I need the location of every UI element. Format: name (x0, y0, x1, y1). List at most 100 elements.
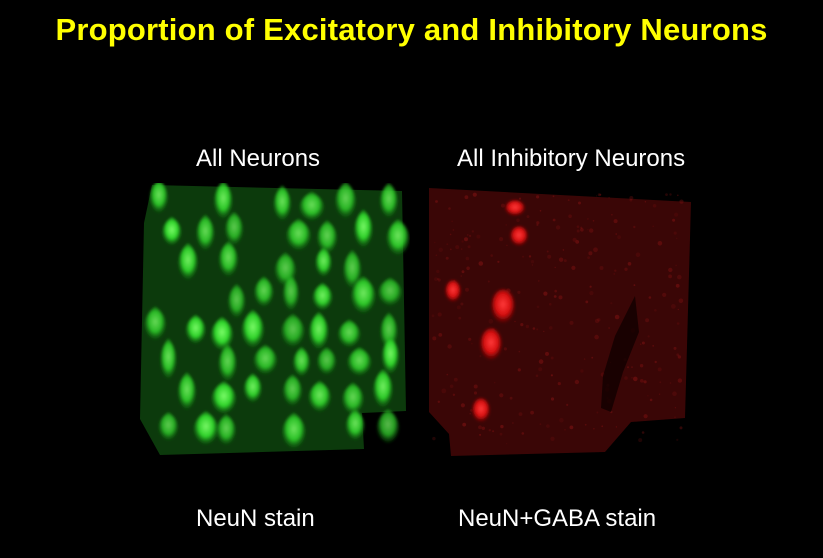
red-background-speckle (438, 333, 443, 337)
red-background-speckle (677, 308, 679, 311)
red-background-speckle (478, 261, 484, 266)
green-neuron-soma (377, 277, 403, 307)
red-background-speckle (446, 243, 449, 246)
red-background-speckle (597, 318, 601, 322)
green-neuron-soma (253, 276, 274, 308)
red-background-speckle (574, 379, 580, 385)
green-neuron-soma (337, 319, 361, 348)
green-neuron-soma (372, 368, 393, 409)
red-background-speckle (589, 291, 594, 296)
red-background-speckle (576, 229, 580, 233)
red-background-speckle (546, 424, 550, 428)
red-background-speckle (601, 425, 604, 428)
green-neuron-soma (381, 336, 400, 375)
red-background-speckle (452, 393, 456, 396)
red-background-speckle (469, 412, 471, 415)
green-neuron-soma (379, 182, 399, 219)
green-neuron-soma (177, 242, 199, 281)
red-background-speckle (578, 201, 581, 205)
green-neuron-soma (185, 314, 206, 345)
red-background-speckle (535, 374, 539, 378)
red-background-speckle (591, 356, 594, 359)
green-neuron-soma (218, 343, 237, 383)
red-background-speckle (676, 322, 680, 325)
red-background-speckle (677, 355, 682, 359)
red-background-speckle (631, 377, 633, 379)
red-background-speckle (672, 218, 676, 222)
red-background-speckle (465, 287, 469, 292)
red-background-speckle (516, 218, 520, 222)
green-neuron-soma (282, 274, 300, 312)
red-background-speckle (487, 280, 490, 283)
red-background-speckle (576, 225, 580, 228)
red-background-speckle (461, 240, 464, 243)
red-background-speckle (530, 260, 535, 264)
red-background-speckle (464, 195, 469, 200)
red-background-speckle (555, 225, 561, 230)
red-background-speckle (545, 351, 549, 356)
green-neuron-soma (161, 216, 182, 246)
red-background-speckle (538, 280, 540, 282)
red-background-speckle (455, 245, 460, 250)
red-background-speckle (641, 431, 645, 434)
red-background-speckle (613, 273, 615, 275)
red-background-speckle (517, 290, 521, 294)
green-neuron-soma (158, 411, 179, 441)
red-background-speckle (563, 259, 567, 263)
green-neuron-soma (342, 249, 362, 290)
red-background-speckle (506, 443, 508, 445)
red-background-speckle (640, 379, 644, 383)
red-background-speckle (432, 436, 436, 441)
red-background-speckle (481, 426, 485, 430)
red-inhibitory-neuron (510, 226, 528, 246)
red-background-speckle (593, 428, 595, 430)
red-background-speckle (677, 194, 679, 197)
red-background-speckle (599, 266, 604, 270)
red-background-speckle (654, 309, 657, 312)
green-neuron-soma (376, 408, 400, 444)
red-background-speckle (547, 254, 552, 259)
red-background-speckle (569, 425, 574, 430)
green-neuron-soma (316, 346, 337, 376)
green-neuron-soma (312, 282, 333, 311)
red-background-speckle (608, 327, 610, 329)
red-background-speckle (448, 207, 451, 210)
red-background-speckle (669, 193, 672, 196)
red-background-speckle (434, 241, 436, 244)
red-background-speckle (532, 327, 536, 330)
green-neuron-soma (308, 311, 329, 351)
red-background-speckle (526, 215, 530, 219)
red-background-speckle (554, 289, 557, 293)
red-background-speckle (506, 244, 508, 246)
red-inhibitory-neuron (491, 289, 515, 323)
neun-stain-caption: NeuN stain (196, 505, 315, 532)
red-background-speckle (676, 353, 680, 357)
green-neuron-soma (213, 180, 233, 220)
red-background-speckle (536, 305, 540, 309)
red-background-speckle (449, 233, 452, 236)
red-background-speckle (432, 336, 437, 341)
red-background-speckle (624, 376, 628, 380)
red-background-speckle (505, 224, 507, 226)
red-background-speckle (639, 364, 644, 368)
red-background-speckle (592, 220, 595, 222)
red-background-speckle (538, 359, 544, 364)
red-background-speckle (446, 373, 449, 376)
red-background-speckle (521, 432, 525, 435)
red-background-speckle (593, 247, 598, 253)
green-neuron-soma (285, 218, 312, 252)
red-background-speckle (638, 438, 643, 443)
red-background-speckle (615, 426, 618, 428)
red-background-speckle (629, 196, 634, 200)
red-background-speckle (467, 245, 471, 249)
red-background-speckle (479, 433, 482, 436)
green-neuron-soma (196, 214, 215, 251)
red-background-speckle (452, 229, 455, 231)
red-inhibitory-neuron (445, 280, 461, 302)
red-background-speckle (461, 270, 465, 274)
red-background-speckle (627, 366, 629, 369)
red-background-speckle (462, 422, 467, 427)
red-background-speckle (614, 314, 620, 320)
red-background-speckle (499, 237, 504, 242)
all-neurons-heading: All Neurons (196, 145, 321, 172)
